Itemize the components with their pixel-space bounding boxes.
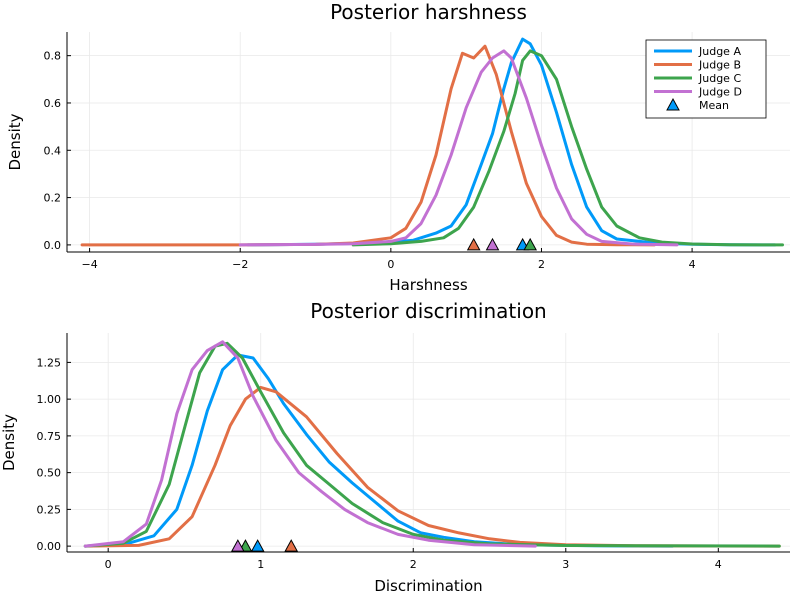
legend-mean-marker bbox=[666, 97, 680, 111]
y-tick-label: 0.2 bbox=[44, 192, 62, 205]
legend-label: Judge C bbox=[698, 72, 741, 85]
chart-title: Posterior harshness bbox=[330, 0, 527, 24]
x-tick-label: 2 bbox=[410, 558, 417, 571]
y-tick-label: 0.75 bbox=[37, 430, 62, 443]
panel-discrimination: 0 1 2 3 4 0.00 0.25 0.50 0.75 1.00 1.25 Posterior d… bbox=[0, 299, 790, 595]
series-line-judge-a bbox=[83, 353, 675, 548]
y-tick-label: 0.00 bbox=[37, 540, 62, 553]
x-tick-label: 4 bbox=[689, 258, 696, 271]
chart-title: Posterior discrimination bbox=[310, 299, 546, 323]
x-tick-label: 1 bbox=[257, 558, 264, 571]
mean-marker-judge-d bbox=[485, 237, 500, 251]
x-tick-label: 4 bbox=[715, 558, 722, 571]
series-line-judge-a bbox=[246, 37, 777, 247]
y-tick-label: 0.25 bbox=[37, 503, 62, 516]
y-tick-label: 1.25 bbox=[37, 356, 62, 369]
x-tick-label: 0 bbox=[387, 258, 394, 271]
y-axis-label: Density bbox=[0, 414, 18, 471]
legend-label: Judge D bbox=[698, 86, 742, 99]
mean-marker-judge-d bbox=[230, 539, 245, 552]
legend-label: Judge A bbox=[698, 45, 741, 58]
x-tick-label: −2 bbox=[232, 258, 248, 271]
series-line-judge-d bbox=[83, 340, 537, 548]
y-tick-label: 0.6 bbox=[44, 97, 62, 110]
mean-marker-judge-c bbox=[523, 237, 538, 251]
x-tick-label: −4 bbox=[81, 258, 97, 271]
x-tick-label: 0 bbox=[105, 558, 112, 571]
y-tick-label: 1.00 bbox=[37, 393, 62, 406]
series-line-judge-c bbox=[83, 341, 781, 548]
y-tick-label: 0.4 bbox=[44, 144, 62, 157]
y-tick-label: 0.8 bbox=[44, 50, 62, 63]
mean-marker-judge-a bbox=[250, 539, 265, 552]
legend-label: Judge B bbox=[698, 59, 741, 72]
series-line-judge-d bbox=[238, 49, 679, 247]
x-tick-label: 2 bbox=[538, 258, 545, 271]
y-tick-label: 0.50 bbox=[37, 467, 62, 480]
mean-marker-judge-b bbox=[284, 539, 299, 552]
x-axis-label: Harshness bbox=[389, 276, 468, 294]
series-line-judge-c bbox=[351, 49, 784, 247]
y-tick-label: 0.0 bbox=[44, 239, 62, 252]
y-axis-label: Density bbox=[6, 113, 24, 170]
mean-marker-judge-b bbox=[466, 237, 481, 251]
x-axis-label: Discrimination bbox=[374, 577, 482, 595]
legend-label: Mean bbox=[699, 99, 729, 112]
panel-harshness: −4 −2 0 2 4 0.0 0.2 0.4 0.6 0.8 Posterior harshnes… bbox=[6, 0, 790, 294]
x-tick-label: 3 bbox=[562, 558, 569, 571]
series-line-judge-b bbox=[80, 44, 656, 247]
